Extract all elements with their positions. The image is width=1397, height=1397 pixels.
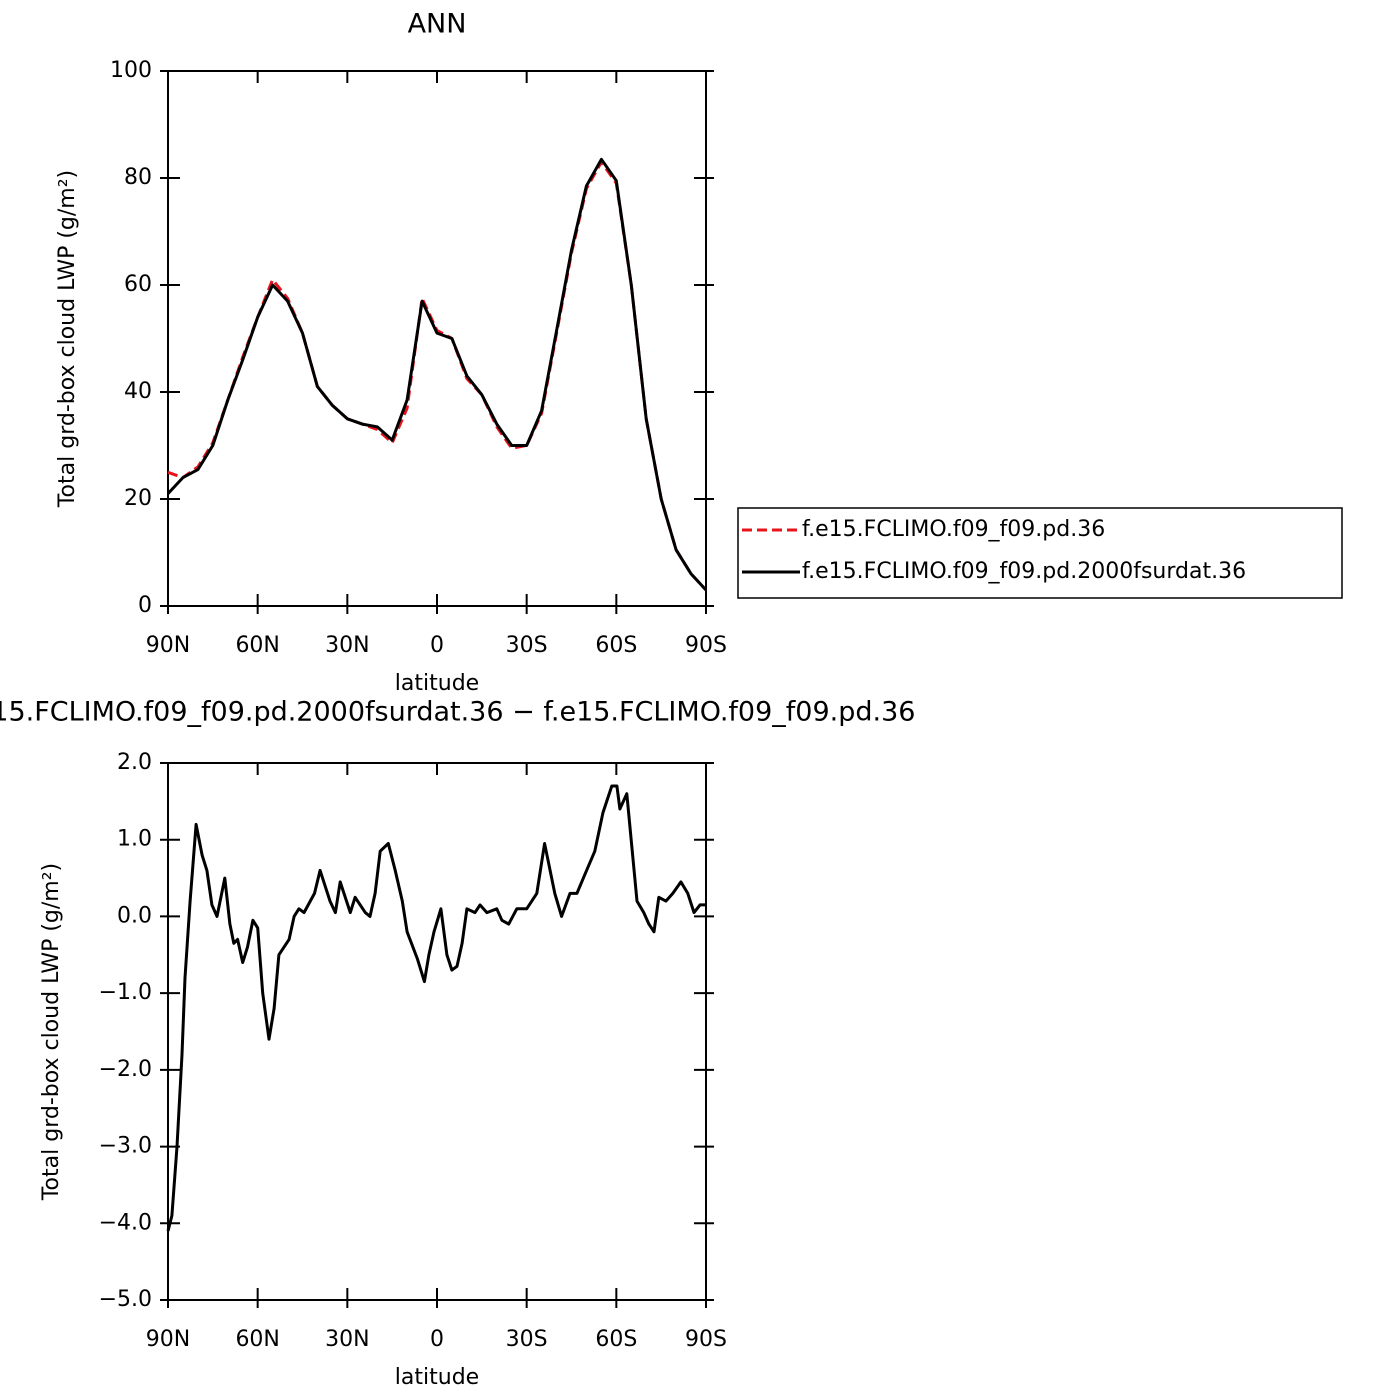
- chart-title: f.e15.FCLIMO.f09_f09.pd.2000fsurdat.36 −…: [0, 697, 915, 728]
- plot-frame: [167, 762, 707, 1301]
- plot-frame: [167, 70, 707, 607]
- x-axis-label: latitude: [395, 1365, 479, 1390]
- x-tick-label: 60N: [235, 633, 279, 658]
- x-tick-label: 30S: [506, 1327, 548, 1352]
- x-tick-label: 0: [430, 1327, 444, 1352]
- y-tick-label: 2.0: [117, 750, 152, 775]
- y-tick-label: −4.0: [99, 1210, 152, 1235]
- x-tick-label: 30N: [325, 633, 369, 658]
- y-tick-label: −1.0: [99, 980, 152, 1005]
- x-tick-label: 90S: [685, 1327, 727, 1352]
- data-line: [166, 157, 708, 592]
- x-tick-label: 60N: [235, 1327, 279, 1352]
- x-tick-label: 90N: [146, 1327, 190, 1352]
- data-line: [167, 160, 708, 592]
- y-tick-label: −2.0: [99, 1057, 152, 1082]
- y-axis-label: Total grd-box cloud LWP (g/m²): [39, 863, 64, 1201]
- y-tick-label: 80: [124, 165, 152, 190]
- legend-box: [737, 507, 1343, 599]
- y-tick-label: 100: [110, 58, 152, 83]
- x-axis-label: latitude: [395, 671, 479, 696]
- x-tick-label: 30N: [325, 1327, 369, 1352]
- legend-label: f.e15.FCLIMO.f09_f09.pd.2000fsurdat.36: [802, 559, 1246, 584]
- x-tick-label: 60S: [595, 633, 637, 658]
- y-axis-label: Total grd-box cloud LWP (g/m²): [55, 170, 80, 508]
- y-tick-label: 60: [124, 272, 152, 297]
- x-tick-label: 0: [430, 633, 444, 658]
- y-tick-label: 20: [124, 486, 152, 511]
- y-tick-label: 0: [138, 593, 152, 618]
- legend-label: f.e15.FCLIMO.f09_f09.pd.36: [802, 517, 1105, 542]
- y-tick-label: 0.0: [117, 903, 152, 928]
- x-tick-label: 90N: [146, 633, 190, 658]
- x-tick-label: 90S: [685, 633, 727, 658]
- y-tick-label: −3.0: [99, 1134, 152, 1159]
- data-line: [166, 784, 706, 1232]
- chart-title: ANN: [408, 9, 467, 40]
- x-tick-label: 30S: [506, 633, 548, 658]
- y-tick-label: −5.0: [99, 1287, 152, 1312]
- x-tick-label: 60S: [595, 1327, 637, 1352]
- y-tick-label: 40: [124, 379, 152, 404]
- y-tick-label: 1.0: [117, 827, 152, 852]
